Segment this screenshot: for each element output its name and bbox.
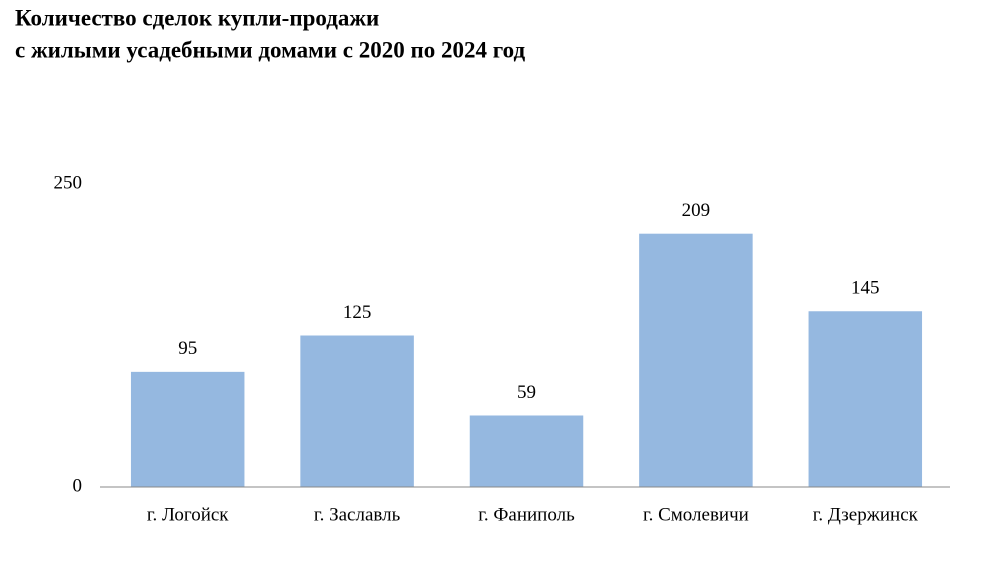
x-tick-label: г. Дзержинск <box>813 504 919 525</box>
data-label: 145 <box>851 278 880 299</box>
y-tick-label: 250 <box>54 172 83 193</box>
bar <box>469 415 584 487</box>
bar <box>300 335 414 487</box>
bar <box>639 233 753 487</box>
chart-title: Количество сделок купли-продажи <box>15 5 379 30</box>
bar <box>808 311 923 487</box>
data-label: 209 <box>682 200 711 221</box>
x-tick-label: г. Логойск <box>147 504 229 525</box>
bar <box>130 371 245 487</box>
x-tick-label: г. Смолевичи <box>643 504 749 525</box>
data-label: 95 <box>178 338 197 359</box>
y-tick-label: 0 <box>73 475 83 496</box>
data-label: 59 <box>517 382 536 403</box>
chart-title: с жилыми усадебными домами с 2020 по 202… <box>15 37 525 62</box>
data-label: 125 <box>343 302 372 323</box>
x-tick-label: г. Фаниполь <box>478 504 575 525</box>
x-tick-label: г. Заславль <box>314 504 401 525</box>
